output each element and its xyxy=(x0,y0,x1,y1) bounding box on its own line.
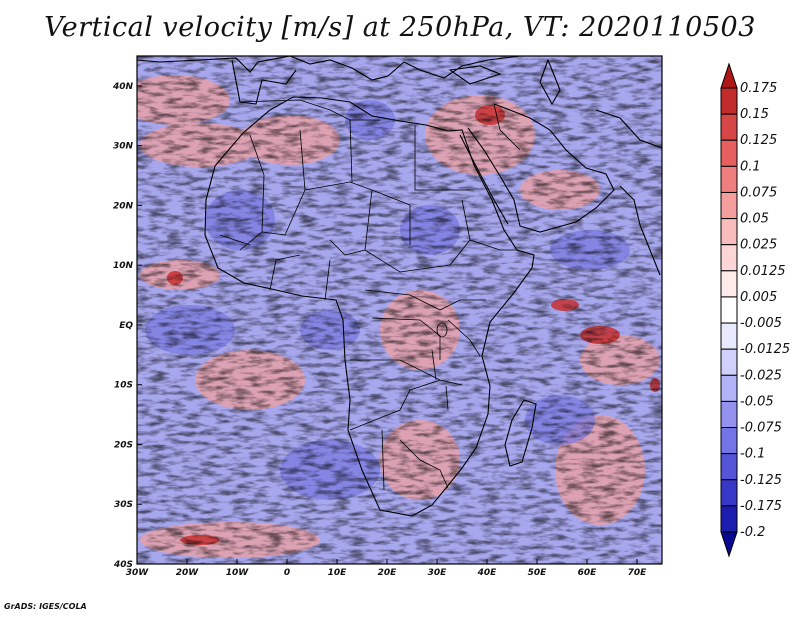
grads-credit: GrADS: IGES/COLA xyxy=(4,602,87,611)
colorbar-swatch xyxy=(720,113,738,141)
colorbar-label: 0.075 xyxy=(740,185,777,200)
colorbar-label: -0.075 xyxy=(740,421,782,436)
lon-tick-label: 40E xyxy=(477,568,498,578)
lon-tick-label: 30W xyxy=(126,568,150,578)
colorbar-label: -0.05 xyxy=(740,394,774,409)
colorbar-top-arrow xyxy=(720,62,738,89)
lat-tick-label: 30N xyxy=(113,142,134,152)
colorbar-swatch xyxy=(720,139,738,167)
map-title: Vertical velocity [m/s] at 250hPa, VT: 2… xyxy=(44,12,756,43)
lon-tick-label: 60E xyxy=(578,568,598,578)
colorbar-label: -0.0125 xyxy=(740,342,790,357)
colorbar-swatch xyxy=(720,479,738,507)
colorbar-swatch xyxy=(720,165,738,193)
colorbar-swatch xyxy=(720,427,738,455)
lat-tick-label: 40S xyxy=(113,560,133,570)
colorbar-swatch xyxy=(720,400,738,429)
colorbar-label: -0.005 xyxy=(740,316,782,331)
colorbar-label: -0.1 xyxy=(740,447,765,462)
colorbar-label: 0.15 xyxy=(740,107,769,122)
longitude-axis: 30W 20W 10W 0 10E 20E 30E 40E 50E 60E 70E xyxy=(126,559,647,578)
colorbar-swatch xyxy=(720,296,738,324)
colorbar-label: 0.125 xyxy=(740,133,777,148)
colorbar-swatch xyxy=(720,244,738,272)
lat-tick-label: 40N xyxy=(112,82,134,92)
lon-tick-label: 50E xyxy=(528,568,548,578)
colorbar-label: -0.175 xyxy=(740,499,782,514)
colorbar-swatch xyxy=(720,348,738,376)
lon-tick-label: 10W xyxy=(226,568,250,578)
lon-tick-label: 20W xyxy=(176,568,200,578)
lon-tick-label: 0 xyxy=(284,568,290,578)
colorbar-bottom-arrow xyxy=(720,531,738,558)
colorbar-swatch xyxy=(720,374,738,402)
lat-tick-label: EQ xyxy=(119,321,133,331)
colorbar-label: 0.175 xyxy=(740,81,777,96)
lon-tick-label: 30E xyxy=(428,568,448,578)
colorbar-swatch xyxy=(720,87,738,115)
colorbar-label: 0.1 xyxy=(740,159,761,174)
plot-frame xyxy=(136,55,663,565)
colorbar-label: -0.025 xyxy=(740,368,782,383)
colorbar-label: -0.125 xyxy=(740,473,782,488)
colorbar-swatch xyxy=(720,218,738,246)
colorbar-label: -0.2 xyxy=(740,525,765,540)
lat-tick-label: 10S xyxy=(114,381,133,391)
lat-tick-label: 30S xyxy=(114,500,133,510)
velocity-field xyxy=(137,56,662,564)
colorbar-swatch xyxy=(720,322,738,350)
colorbar-swatch xyxy=(720,505,738,533)
colorbar-label: 0.025 xyxy=(740,238,777,253)
coastlines xyxy=(137,56,662,517)
colorbar-swatch xyxy=(720,191,738,220)
country-borders xyxy=(219,99,521,491)
lat-tick-label: 10N xyxy=(113,261,134,271)
colorbar-label: 0.005 xyxy=(740,290,777,305)
colorbar-label: 0.0125 xyxy=(740,264,786,279)
colorbar: 0.175 0.15 0.125 0.1 0.075 0.05 0.025 0.0125 0.0… xyxy=(720,62,790,558)
lon-tick-label: 70E xyxy=(628,568,648,578)
colorbar-swatch xyxy=(720,453,738,481)
colorbar-label: 0.05 xyxy=(740,212,769,227)
latitude-axis: 40N 30N 20N 10N EQ 10S 20S 30S 40S xyxy=(112,82,142,570)
lat-tick-label: 20S xyxy=(114,440,133,450)
lat-tick-label: 20N xyxy=(113,201,134,211)
lon-tick-label: 10E xyxy=(328,568,348,578)
colorbar-swatch xyxy=(720,270,738,298)
lon-tick-label: 20E xyxy=(378,568,398,578)
